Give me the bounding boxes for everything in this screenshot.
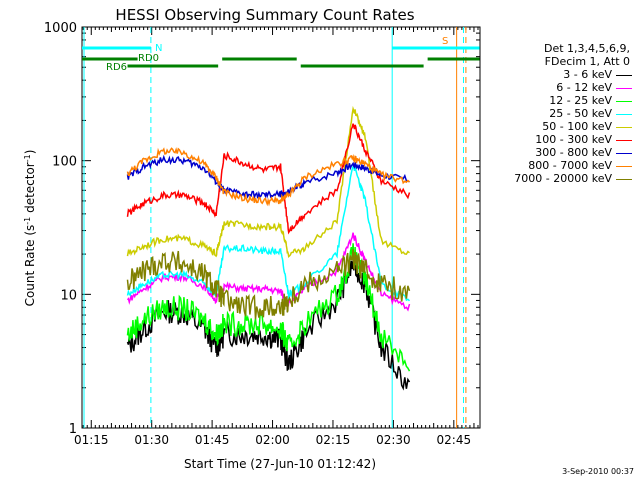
y-axis-label: Count Rate (s-1 detector-1) — [23, 150, 38, 307]
x-tick-label: 02:15 — [316, 433, 351, 447]
x-tick-label: 01:45 — [195, 433, 230, 447]
series-line — [126, 164, 411, 302]
legend-entry-label: 800 - 7000 keV — [528, 159, 612, 172]
series-line — [126, 154, 410, 201]
legend-swatch — [616, 166, 632, 167]
flag-label-n: N — [155, 43, 162, 54]
y-tick-label: 10 — [60, 288, 77, 303]
legend-entry-label: 7000 - 20000 keV — [514, 172, 612, 185]
legend-entry-label: 300 - 800 keV — [535, 146, 612, 159]
x-tick-label: 01:15 — [74, 433, 109, 447]
chart-title: HESSI Observing Summary Count Rates — [115, 6, 414, 24]
flag-label-s: S — [442, 36, 448, 47]
legend-swatch — [616, 179, 632, 180]
y-tick-label: 100 — [52, 155, 77, 170]
legend-entry-label: 50 - 100 keV — [542, 120, 612, 133]
x-tick-label: 01:30 — [134, 433, 169, 447]
series-line — [126, 147, 410, 207]
legend-swatch — [616, 114, 632, 115]
legend-entry-label: 12 - 25 keV — [549, 94, 612, 107]
footer-timestamp: 3-Sep-2010 00:37 — [562, 467, 634, 476]
x-axis-label: Start Time (27-Jun-10 01:12:42) — [184, 457, 376, 471]
legend-entry-label: 6 - 12 keV — [556, 81, 612, 94]
legend-header: Det 1,3,4,5,6,9, — [543, 42, 630, 55]
y-tick-label: 1 — [69, 422, 77, 437]
legend-swatch — [616, 140, 632, 141]
legend-entry-label: 3 - 6 keV — [563, 68, 612, 81]
legend-entry-label: 25 - 50 keV — [549, 107, 612, 120]
x-tick-label: 02:45 — [437, 433, 472, 447]
flag-label-rd6: RD6 — [106, 62, 127, 73]
y-tick-label: 1000 — [44, 21, 77, 36]
legend-swatch — [616, 153, 632, 154]
legend-swatch — [616, 101, 632, 102]
plot-area: 1 10 100 1000 01:15 01:30 01:45 02:00 02:15 02:30… — [44, 21, 481, 447]
x-tick-label: 02:00 — [255, 433, 290, 447]
x-tick-label: 02:30 — [376, 433, 411, 447]
series-line — [126, 105, 410, 259]
series-line — [126, 249, 411, 320]
legend-swatch — [616, 88, 632, 89]
legend-header: FDecim 1, Att 0 — [544, 55, 630, 68]
legend-swatch — [616, 127, 632, 128]
flag-label-rd0: RD0 — [138, 53, 159, 64]
series-line — [126, 123, 411, 235]
legend-entry-label: 100 - 300 keV — [535, 133, 612, 146]
series-line — [126, 232, 411, 312]
legend-swatch — [616, 75, 632, 76]
